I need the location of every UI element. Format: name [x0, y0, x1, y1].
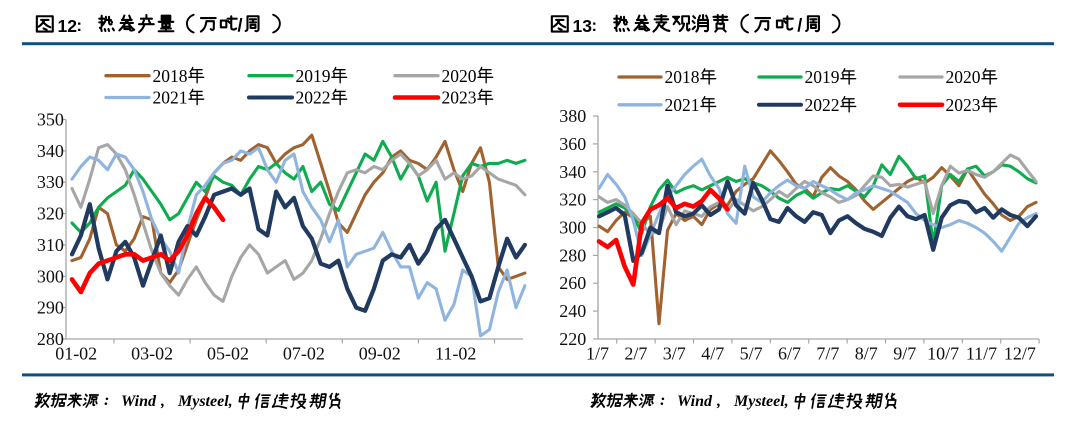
svg-text:2022: 2022: [296, 88, 331, 108]
svg-text:7/7: 7/7: [816, 343, 839, 363]
svg-text:2/7: 2/7: [624, 343, 647, 363]
svg-text:09-02: 09-02: [359, 343, 401, 363]
svg-text:Wind: Wind: [677, 393, 713, 410]
svg-text:320: 320: [559, 190, 586, 210]
svg-text:2022: 2022: [805, 95, 840, 115]
svg-text:2020: 2020: [442, 66, 477, 86]
svg-text::: :: [104, 392, 109, 409]
svg-text:310: 310: [37, 235, 64, 255]
svg-text::: :: [592, 17, 598, 35]
svg-text:1/7: 1/7: [586, 343, 609, 363]
svg-text::: :: [660, 392, 665, 409]
svg-text:340: 340: [559, 162, 586, 182]
svg-text:2023: 2023: [442, 88, 477, 108]
svg-text:9/7: 9/7: [893, 343, 916, 363]
svg-text:2019: 2019: [805, 67, 840, 87]
svg-text:6/7: 6/7: [778, 343, 801, 363]
svg-text:2023: 2023: [946, 95, 981, 115]
svg-text:2018: 2018: [153, 66, 188, 86]
svg-text:280: 280: [37, 329, 64, 349]
svg-text:/: /: [797, 15, 802, 35]
svg-text:8/7: 8/7: [855, 343, 878, 363]
svg-text:290: 290: [37, 298, 64, 318]
svg-text:12/7: 12/7: [1004, 343, 1036, 363]
svg-text:/: /: [238, 15, 243, 35]
svg-text:03-02: 03-02: [131, 343, 173, 363]
svg-text:Mysteel,: Mysteel,: [177, 393, 233, 410]
svg-text:2021: 2021: [665, 95, 700, 115]
svg-text:2020: 2020: [946, 67, 981, 87]
svg-text:4/7: 4/7: [701, 343, 724, 363]
svg-text:300: 300: [559, 218, 586, 238]
svg-text:11/7: 11/7: [966, 343, 997, 363]
svg-text:260: 260: [559, 273, 586, 293]
svg-text:2021: 2021: [153, 88, 188, 108]
svg-text:220: 220: [559, 329, 586, 349]
svg-text:320: 320: [37, 204, 64, 224]
svg-text:,: ,: [160, 393, 165, 410]
svg-text:2018: 2018: [665, 67, 700, 87]
svg-text:350: 350: [37, 110, 64, 130]
svg-text:13: 13: [573, 16, 593, 36]
svg-text:01-02: 01-02: [55, 343, 97, 363]
svg-text:Mysteel,: Mysteel,: [733, 393, 789, 410]
svg-text:5/7: 5/7: [740, 343, 763, 363]
svg-text:280: 280: [559, 245, 586, 265]
svg-text:240: 240: [559, 301, 586, 321]
svg-text:Wind: Wind: [121, 393, 157, 410]
svg-text:340: 340: [37, 141, 64, 161]
svg-text:11-02: 11-02: [435, 343, 476, 363]
svg-text:07-02: 07-02: [283, 343, 325, 363]
svg-text:380: 380: [559, 106, 586, 126]
svg-text:2019: 2019: [296, 66, 331, 86]
svg-text:3/7: 3/7: [663, 343, 686, 363]
svg-text:360: 360: [559, 134, 586, 154]
svg-text:12: 12: [58, 16, 78, 36]
svg-text:330: 330: [37, 172, 64, 192]
svg-text:,: ,: [716, 393, 721, 410]
svg-text:300: 300: [37, 266, 64, 286]
svg-text:10/7: 10/7: [927, 343, 959, 363]
svg-text::: :: [77, 17, 83, 35]
svg-text:05-02: 05-02: [207, 343, 249, 363]
